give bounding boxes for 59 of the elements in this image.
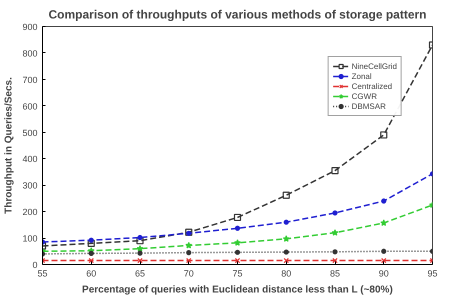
- point: [234, 250, 240, 255]
- point: [332, 258, 338, 264]
- point: [88, 240, 95, 247]
- x-tick-label: 80: [281, 268, 292, 278]
- y-tick-label: 300: [22, 180, 38, 191]
- x-tick-label: 95: [427, 268, 438, 278]
- x-tick-label: 90: [378, 268, 389, 278]
- point: [185, 242, 192, 248]
- y-tick-label: 500: [22, 128, 38, 138]
- point: [282, 235, 290, 242]
- point: [234, 214, 242, 222]
- point: [137, 258, 143, 264]
- legend-label: DBMSAR: [352, 101, 386, 111]
- point: [284, 249, 289, 255]
- x-tick-label: 55: [37, 268, 48, 278]
- x-axis-title: Percentage of queries with Euclidean distance less than L (~80%): [82, 284, 393, 296]
- point: [234, 258, 240, 264]
- point: [284, 220, 289, 225]
- point: [380, 219, 388, 226]
- point: [137, 250, 143, 256]
- y-tick-label: 900: [22, 22, 38, 32]
- point: [282, 192, 290, 199]
- point: [380, 131, 388, 139]
- point: [381, 198, 386, 204]
- point: [284, 258, 289, 264]
- point: [381, 248, 386, 254]
- point: [234, 226, 240, 231]
- point: [381, 258, 386, 264]
- y-tick-label: 0: [32, 260, 38, 270]
- x-tick-label: 70: [184, 268, 194, 278]
- point: [88, 258, 94, 264]
- point: [186, 250, 192, 256]
- point: [331, 167, 339, 174]
- point: [136, 245, 144, 252]
- y-tick-label: 100: [22, 234, 38, 244]
- point: [136, 237, 144, 244]
- legend-label: Zonal: [352, 71, 372, 81]
- point: [88, 250, 94, 256]
- legend-label: Centralized: [352, 81, 392, 91]
- x-tick-label: 60: [86, 268, 96, 278]
- point: [332, 249, 338, 254]
- y-tick-label: 200: [22, 207, 38, 218]
- y-tick-label: 700: [22, 74, 38, 85]
- x-tick-label: 65: [134, 268, 146, 278]
- y-axis-title: Throughput in Queries/Secs.: [3, 76, 14, 214]
- point: [137, 234, 143, 240]
- y-tick-label: 600: [22, 101, 38, 112]
- y-tick-label: 400: [22, 154, 38, 164]
- point: [332, 210, 338, 216]
- chart-title: Comparison of throughputs of various methods of storage pattern: [48, 8, 427, 22]
- x-tick-label: 85: [330, 268, 340, 278]
- point: [186, 258, 192, 264]
- point: [88, 238, 94, 243]
- legend-label: NineCellGrid: [352, 61, 397, 71]
- point: [332, 229, 338, 236]
- legend-label: CGWR: [352, 91, 377, 101]
- x-tick-label: 75: [232, 268, 243, 278]
- point: [234, 239, 241, 246]
- y-tick-label: 800: [22, 48, 38, 58]
